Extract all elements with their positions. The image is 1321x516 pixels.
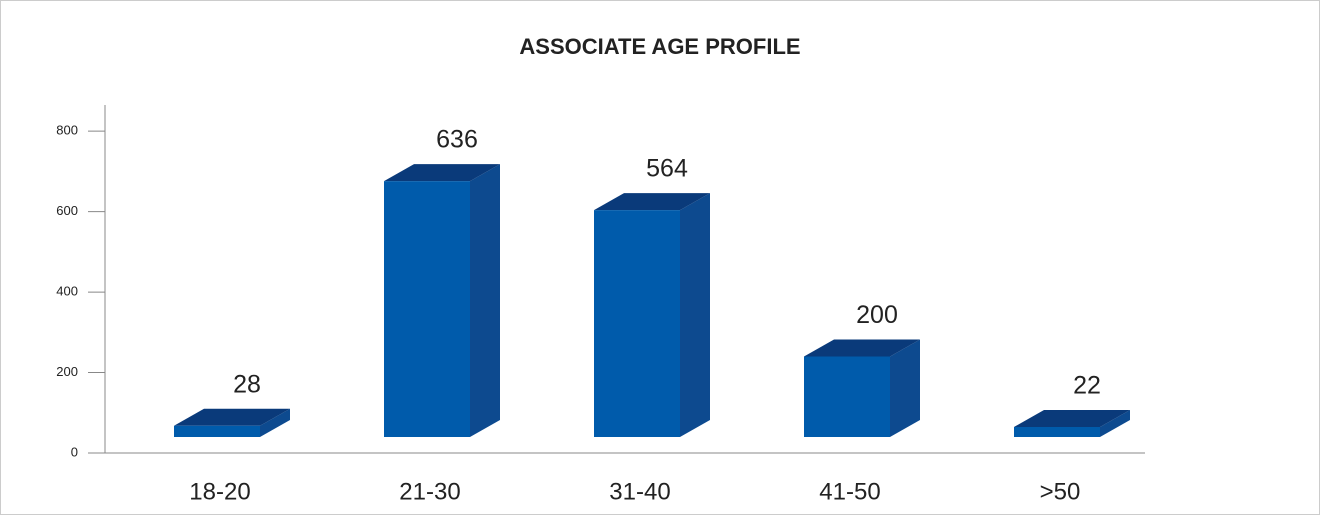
value-label: 636 <box>436 126 478 154</box>
x-tick-label: 18-20 <box>189 478 250 505</box>
y-tick-label: 800 <box>56 123 78 138</box>
bar-top <box>804 339 920 357</box>
bar-front <box>1014 427 1100 437</box>
x-tick-label: 31-40 <box>609 478 670 505</box>
value-label: 22 <box>1073 372 1101 400</box>
x-tick-label: 41-50 <box>819 478 880 505</box>
value-label: 200 <box>856 301 898 329</box>
bar-side <box>260 408 290 437</box>
bar <box>174 408 290 437</box>
bar-front <box>384 181 470 437</box>
y-tick-label: 400 <box>56 284 78 299</box>
bar-top <box>594 193 710 211</box>
value-label: 564 <box>646 155 688 183</box>
bar-side <box>1100 410 1130 437</box>
bar <box>384 164 500 437</box>
bar-front <box>804 356 890 437</box>
bar <box>594 193 710 437</box>
bar-top <box>1014 410 1130 427</box>
bar <box>804 339 920 437</box>
value-label: 28 <box>233 370 261 398</box>
bar <box>1014 410 1130 437</box>
x-tick-label: 21-30 <box>399 478 460 505</box>
bar-front <box>594 210 680 437</box>
bar-side <box>680 193 710 437</box>
y-tick-label: 200 <box>56 364 78 379</box>
y-tick-label: 600 <box>56 203 78 218</box>
y-tick-label: 0 <box>71 444 78 459</box>
x-tick-label: >50 <box>1040 478 1081 505</box>
bar-front <box>174 425 260 437</box>
bar-top <box>384 164 500 182</box>
bar-top <box>174 408 290 426</box>
chart-title: ASSOCIATE AGE PROFILE <box>519 34 800 59</box>
bar-side <box>470 164 500 437</box>
bar-side <box>890 339 920 437</box>
